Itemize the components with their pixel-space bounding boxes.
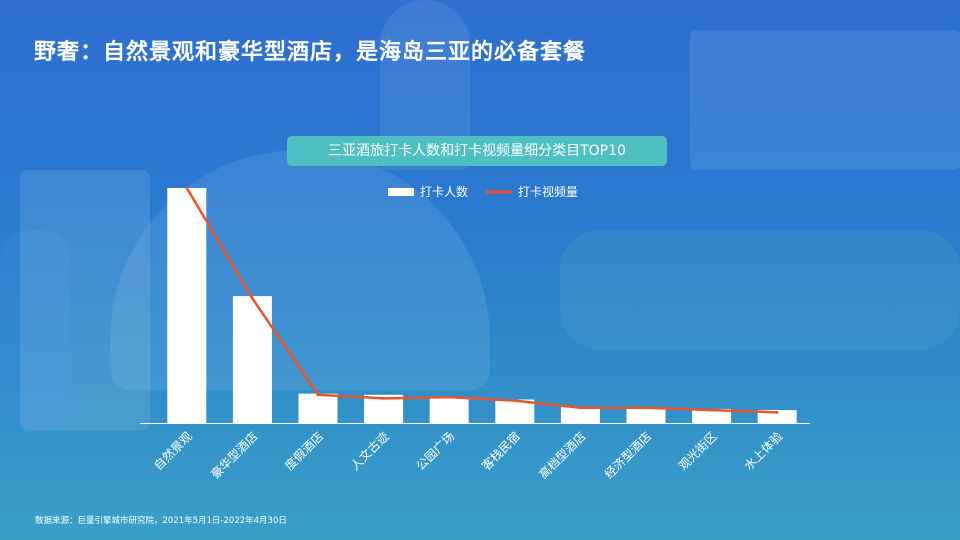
x-tick-label: 公园广场 (413, 429, 457, 473)
line-point-9 (710, 408, 713, 412)
legend-line-label: 打卡视频量 (518, 184, 578, 199)
legend-bar-swatch (388, 188, 414, 196)
bar-2 (232, 296, 272, 423)
line-point-7 (579, 406, 582, 410)
x-tick-label: 高档型酒店 (535, 429, 588, 482)
source-note: 数据来源：巨量引擎城市研究院，2021年5月1日-2022年4月30日 (35, 516, 287, 526)
bar-6 (495, 399, 535, 423)
line-point-3 (316, 393, 320, 397)
line-point-8 (644, 406, 648, 410)
bar-8 (626, 407, 666, 423)
chart-title: 三亚酒旅打卡人数和打卡视频量细分类目TOP10 (287, 136, 667, 166)
line-series (185, 187, 778, 414)
x-tick-label: 水上体验 (741, 429, 786, 474)
bar-5 (429, 397, 469, 423)
line-point-2 (251, 297, 254, 300)
x-tick-label: 客栈民宿 (478, 429, 523, 474)
line-point-6 (513, 399, 517, 403)
x-tick-label: 观光街区 (676, 429, 720, 473)
bar-7 (560, 406, 600, 423)
line-point-1 (185, 186, 189, 190)
x-tick-label: 豪华型酒店 (207, 429, 260, 482)
x-tick-label: 经济型酒店 (601, 429, 654, 482)
line-point-10 (775, 411, 779, 414)
page-title: 野奢：自然景观和豪华型酒店，是海岛三亚的必备套餐 (34, 40, 587, 65)
bar-3 (298, 393, 338, 423)
bar-9 (692, 408, 732, 423)
legend-bar-label: 打卡人数 (420, 184, 468, 199)
x-tick-label: 自然景观 (150, 429, 195, 474)
x-tick-label: 人文古迹 (347, 429, 392, 474)
line-point-4 (382, 396, 385, 400)
bar-1 (167, 188, 207, 423)
x-tick-label: 度假酒店 (282, 429, 327, 474)
line-point-5 (447, 395, 451, 399)
